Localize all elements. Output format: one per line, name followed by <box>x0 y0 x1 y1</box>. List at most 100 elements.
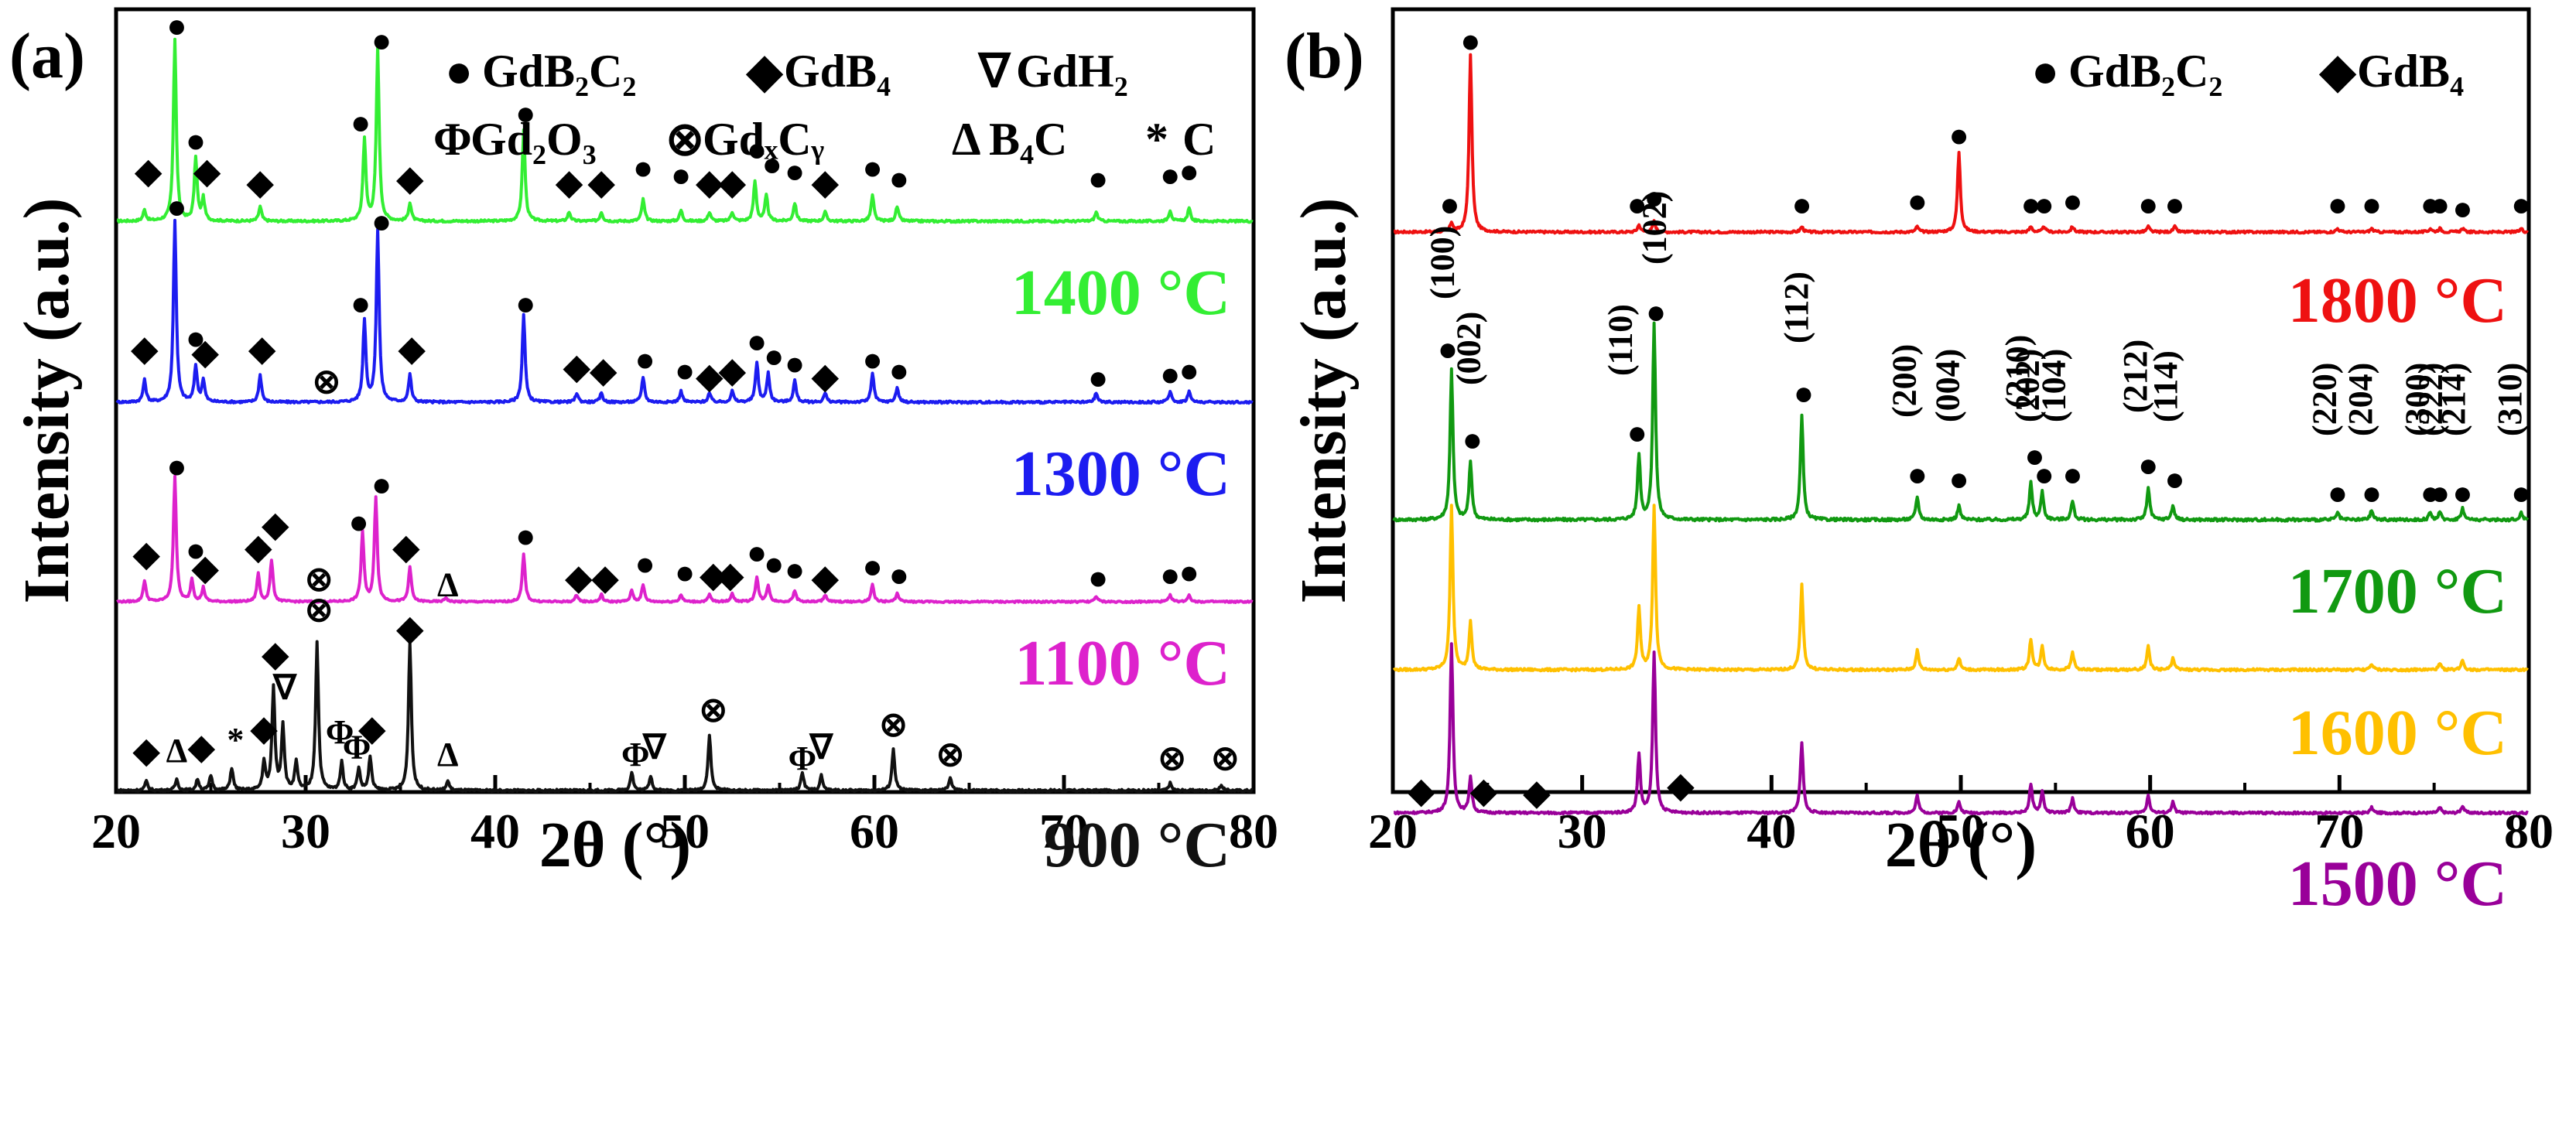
phase-marker: ● <box>186 121 207 159</box>
phase-marker: ◆ <box>717 556 744 594</box>
hkl-label: (212) <box>2116 340 2154 413</box>
phase-marker: ● <box>785 344 806 382</box>
phase-marker: ● <box>862 149 883 187</box>
hkl-label: (204) <box>2342 363 2379 436</box>
phase-marker: ● <box>1088 359 1109 397</box>
temperature-label-1300-c: 1300 °C <box>1011 438 1230 510</box>
legend-label: GdB₄ <box>2357 46 2464 97</box>
phase-marker: ◆ <box>248 330 276 368</box>
phase-marker: ● <box>2062 183 2083 220</box>
phase-marker: ◆ <box>811 559 839 597</box>
legend-label: C <box>1182 114 1216 165</box>
legend-label: Gd₂O₃ <box>470 114 597 165</box>
phase-marker: ● <box>1179 152 1199 190</box>
trace-1300-c <box>115 218 1254 405</box>
panel-b: (b) 2θ (°) Intensity (a.u.) 20 30 40 50 60 70… <box>1285 7 2554 920</box>
x-tick-label: 30 <box>281 804 330 859</box>
phase-marker: ● <box>675 352 696 390</box>
phase-marker: ● <box>1646 293 1667 331</box>
legend-symbol: * <box>1145 114 1168 165</box>
hkl-label: (222) <box>2412 363 2450 436</box>
legend-entry: ◆ GdB₄ <box>745 46 891 97</box>
phase-marker: * <box>227 721 244 759</box>
phase-marker: ● <box>2034 186 2054 224</box>
legend-entry: ● GdB₂C₂ <box>2031 46 2222 97</box>
phase-marker: ● <box>675 553 696 591</box>
phase-marker: ● <box>1948 117 1969 155</box>
phase-marker: ● <box>1948 460 1969 498</box>
phase-marker: ∇ <box>809 728 834 766</box>
legend-symbol: ● <box>2031 46 2059 97</box>
panel-b-markers: ●●●● ● ●●●● ● ● ● ● ● ●● ● ●●● ●●●● ●●● ● ● ● ● ● ●● ● ●◆ ◆ ◆ ◆ <box>1408 22 2532 812</box>
phase-marker: ⊗ <box>699 691 727 729</box>
phase-marker: ● <box>2024 437 2045 475</box>
phase-marker: ● <box>2420 474 2441 512</box>
legend-entry: * C <box>1145 114 1216 165</box>
hkl-label: (002) <box>1450 312 1488 385</box>
phase-marker: ● <box>351 285 371 323</box>
phase-marker: ● <box>2328 474 2349 512</box>
phase-marker: ● <box>889 352 910 390</box>
phase-marker: ● <box>2138 186 2159 224</box>
panel-a-temperature-labels: 1400 °C 1300 °C 1100 °C 900 °C <box>1011 257 1230 881</box>
panel-b-traces <box>1392 53 2530 816</box>
phase-marker: ◆ <box>556 163 583 201</box>
phase-marker: ◆ <box>696 163 724 201</box>
phase-marker: ◆ <box>132 535 160 573</box>
x-tick-label: 80 <box>1229 804 1278 859</box>
phase-marker: ● <box>166 7 187 45</box>
panel-a-x-axis-title: 2θ (°) <box>539 809 691 881</box>
phase-marker: ⊗ <box>1158 739 1186 777</box>
phase-marker: ● <box>1160 355 1181 393</box>
phase-marker: ● <box>889 556 910 594</box>
phase-marker: ◆ <box>191 549 219 587</box>
phase-marker: ● <box>2062 456 2083 493</box>
phase-marker: ⊗ <box>1211 739 1240 777</box>
phase-marker: ◆ <box>718 163 746 201</box>
legend-entry: ● GdB₂C₂ <box>445 46 636 97</box>
phase-marker: ● <box>1439 186 1460 224</box>
x-tick-label: 20 <box>91 804 141 859</box>
trace-1700-c <box>1392 321 2530 523</box>
panel-a-markers: ◆●●◆ ◆●●◆●◆ ◆ ● ● ◆◆●● ● ◆ ● ● ● ●●◆●●◆ ◆⊗●●◆●◆ ◆ ● ● ◆◆… <box>131 7 1240 777</box>
legend-symbol: Δ <box>952 114 981 165</box>
phase-marker: ● <box>2164 186 2185 224</box>
phase-marker: ◆ <box>245 528 272 566</box>
panel-b-temperature-labels: 1800 °C 1700 °C 1600 °C 1500 °C <box>2288 265 2507 920</box>
phase-marker: ◆ <box>591 559 619 597</box>
phase-marker: ◆ <box>131 330 159 368</box>
legend-label: GdH₂ <box>1016 46 1128 97</box>
phase-marker: ● <box>2511 474 2532 512</box>
phase-marker: Φ <box>343 728 371 766</box>
temperature-label-1500-c: 1500 °C <box>2288 848 2507 920</box>
phase-marker: ● <box>1627 414 1647 452</box>
hkl-label: (104) <box>2035 349 2073 422</box>
legend-symbol: ∇ <box>977 46 1011 97</box>
legend-label: B₄C <box>989 114 1067 165</box>
hkl-label: (310) <box>2491 363 2529 436</box>
phase-marker: ● <box>2362 186 2383 224</box>
temperature-label-1800-c: 1800 °C <box>2288 265 2507 336</box>
temperature-label-900-c: 900 °C <box>1044 809 1230 881</box>
phase-marker: ● <box>1088 160 1109 198</box>
phase-marker: ● <box>1179 553 1199 591</box>
phase-marker: ● <box>515 517 536 555</box>
phase-marker: ◆ <box>187 728 215 766</box>
phase-marker: Δ <box>437 736 459 773</box>
phase-marker: ● <box>785 551 806 589</box>
phase-marker: ● <box>1460 22 1481 60</box>
phase-marker: ● <box>2420 186 2441 224</box>
phase-marker: ◆ <box>587 163 615 201</box>
legend-symbol: ⊗ <box>665 114 704 165</box>
phase-marker: ● <box>1088 559 1109 597</box>
phase-marker: ⊗ <box>305 560 334 598</box>
phase-marker: ◆ <box>191 333 219 371</box>
hkl-label: (114) <box>2147 350 2184 422</box>
phase-marker: ● <box>633 149 654 187</box>
phase-marker: ◆ <box>1523 773 1551 811</box>
phase-marker: ◆ <box>398 330 426 368</box>
panel-b-y-axis-title: Intensity (a.u.) <box>1288 197 1360 603</box>
phase-marker: ● <box>348 504 369 541</box>
legend-label: GdB₂C₂ <box>2068 46 2222 97</box>
phase-marker: ● <box>1794 374 1815 412</box>
